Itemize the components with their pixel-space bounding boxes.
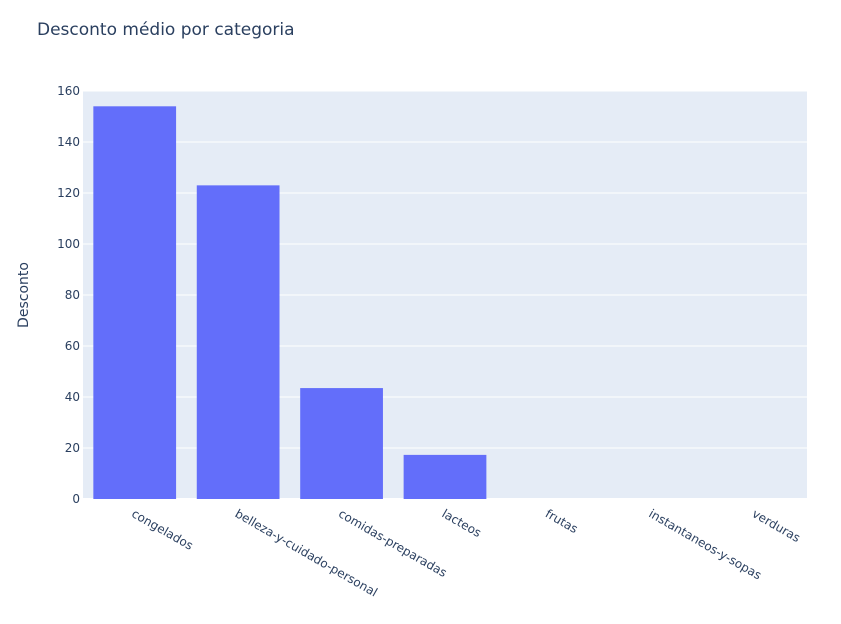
x-tick-label: congelados (129, 506, 195, 552)
bar-lacteos (403, 454, 487, 499)
bar-comidas-preparadas (300, 388, 383, 499)
y-tick-label: 160 (57, 84, 80, 98)
x-tick-label: instantaneos-y-sopas (646, 506, 764, 582)
x-tick-label: comidas-preparadas (336, 506, 449, 579)
y-tick-label: 120 (57, 186, 80, 200)
y-tick-label: 100 (57, 237, 80, 251)
y-tick-label: 140 (57, 135, 80, 149)
x-tick-label: frutas (543, 506, 580, 536)
y-tick-label: 60 (65, 339, 80, 353)
bar-congelados (93, 106, 177, 500)
y-tick-label: 20 (65, 441, 80, 455)
bars (93, 106, 487, 500)
bar-belleza-y-cuidado-personal (196, 185, 280, 499)
x-axis-ticks: congelados belleza-y-cuidado-personalcomi… (129, 506, 802, 599)
y-tick-label: 0 (72, 492, 80, 506)
x-tick-label: verduras (750, 506, 803, 545)
x-tick-label: lacteos (440, 506, 484, 540)
y-tick-label: 40 (65, 390, 80, 404)
y-axis-title: Desconto (16, 262, 32, 328)
chart-title: Desconto médio por categoria (37, 20, 295, 40)
y-tick-label: 80 (65, 288, 80, 302)
y-axis-ticks: 0 20 40 60 80 100 120 140 160 (57, 84, 80, 506)
